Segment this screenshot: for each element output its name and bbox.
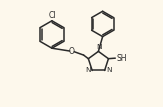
Text: N: N xyxy=(96,44,102,50)
Text: N: N xyxy=(106,68,112,74)
Text: Cl: Cl xyxy=(48,11,56,20)
Text: O: O xyxy=(69,47,75,56)
Text: SH: SH xyxy=(116,54,127,63)
Text: N: N xyxy=(85,68,90,74)
